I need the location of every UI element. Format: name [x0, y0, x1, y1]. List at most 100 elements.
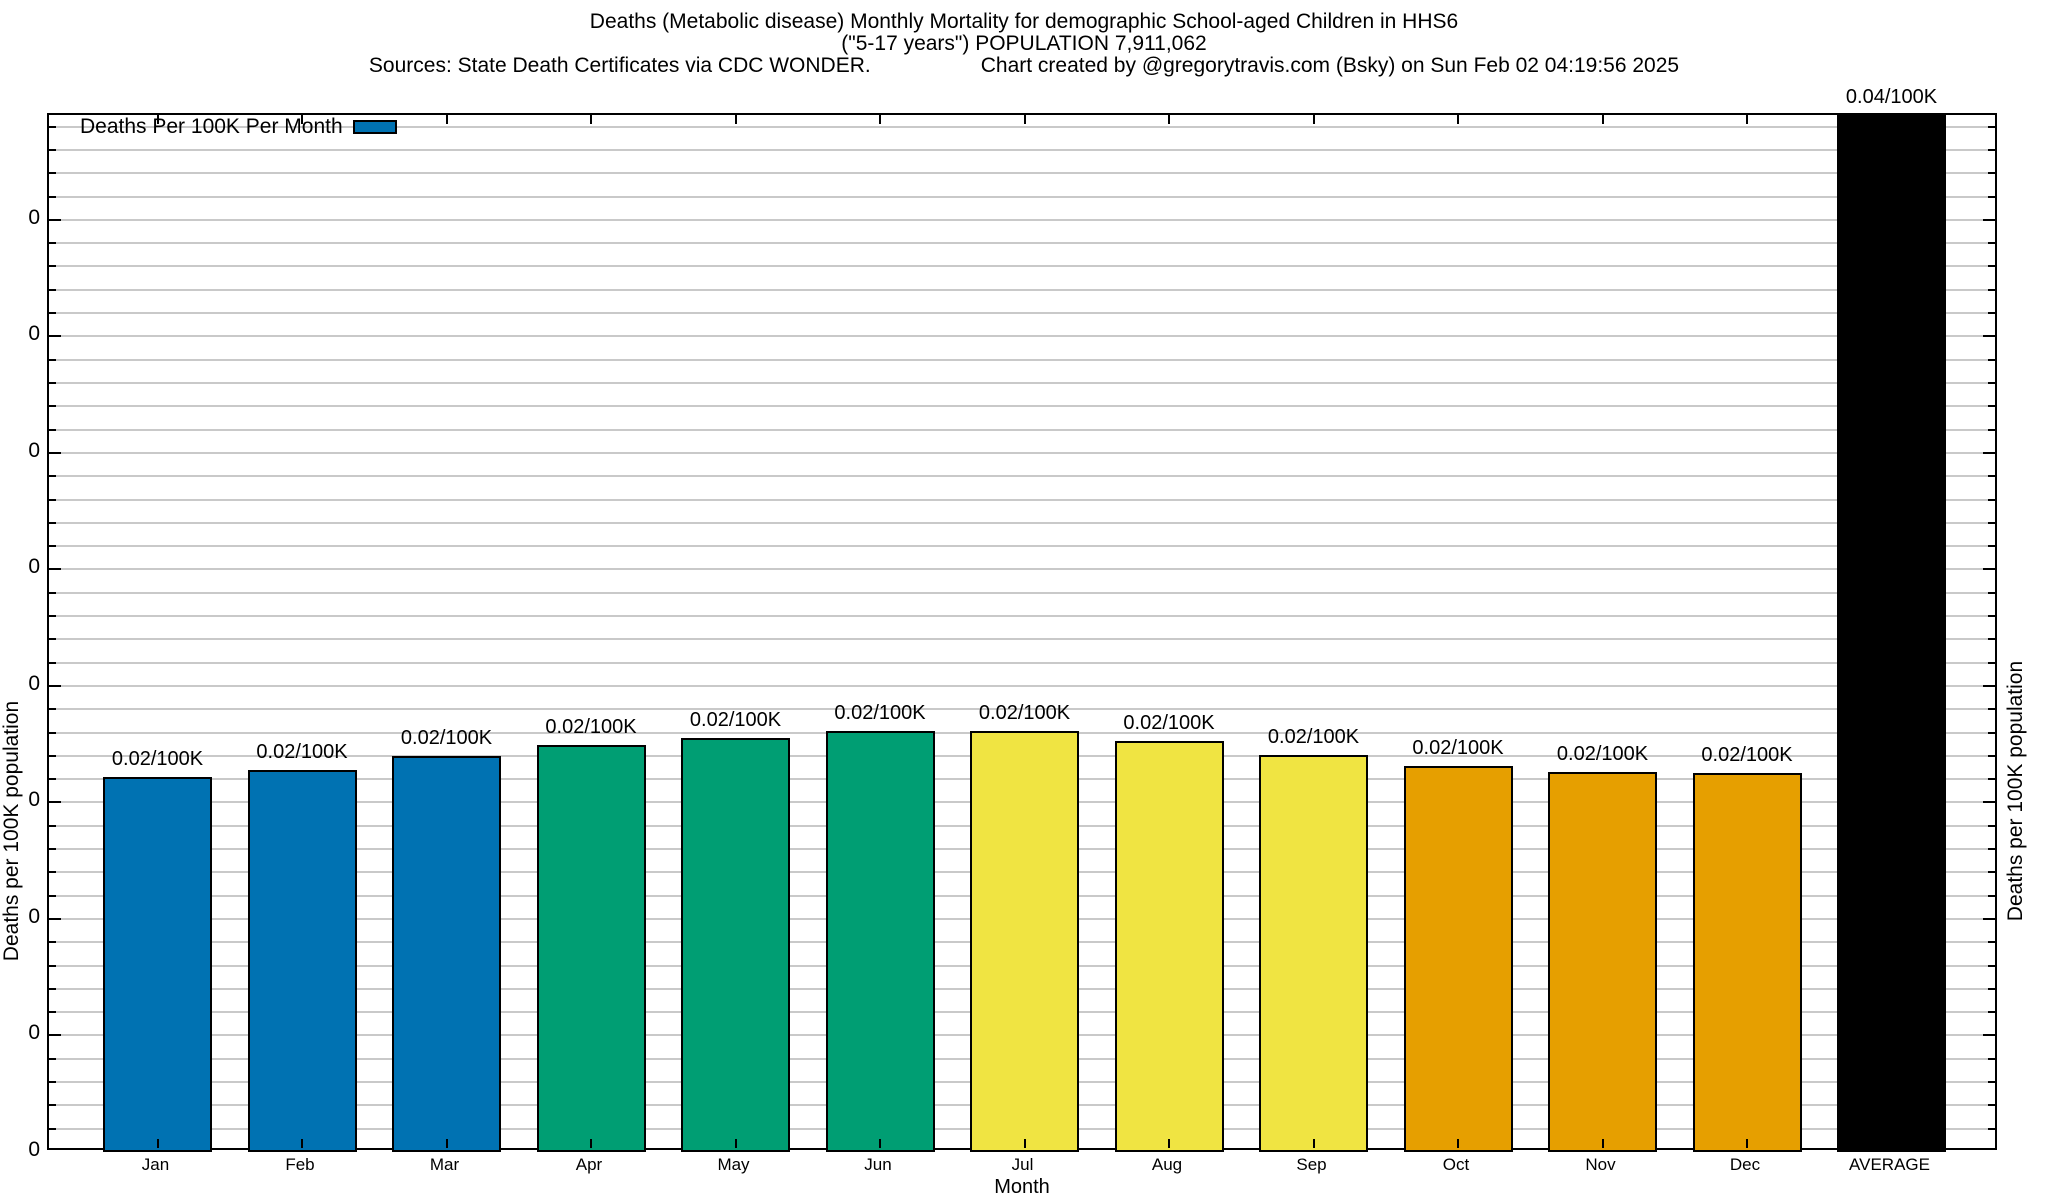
y-minor-tick-right [1988, 545, 1995, 548]
bar-value-label: 0.02/100K [1556, 743, 1649, 766]
y-tick-label: 0 [28, 1138, 40, 1161]
y-major-tick-left [49, 684, 61, 687]
x-tick-label-jan: Jan [141, 1155, 170, 1174]
chart-sources-note: Sources: State Death Certificates via CD… [368, 54, 871, 77]
y-gridline [49, 475, 1995, 478]
y-minor-tick-left [49, 848, 56, 851]
x-tick-label-feb: Feb [285, 1155, 315, 1174]
y-minor-tick-left [49, 148, 56, 151]
x-tick-label-sep: Sep [1296, 1155, 1327, 1174]
x-tick-bottom [1023, 1139, 1026, 1148]
chart-title-line2: ("5-17 years") POPULATION 7,911,062 [841, 32, 1207, 55]
y-minor-tick-left [49, 964, 56, 967]
bar-value-label: 0.02/100K [256, 741, 348, 764]
plot-area: 0.02/100K 0.02/100K 0.02/100K 0.02/100K 0.02… [47, 86, 1997, 1152]
y-tick-label: 0 [28, 671, 40, 695]
y-minor-tick-right [1988, 754, 1995, 757]
y-minor-tick-right [1988, 638, 1995, 641]
y-minor-tick-left [49, 405, 56, 408]
y-minor-tick-right [1988, 708, 1995, 711]
y-tick-label: 0 [28, 438, 40, 462]
y-minor-tick-right [1988, 731, 1995, 734]
x-tick-bottom [1457, 1139, 1459, 1148]
bar-value-label: 0.02/100K [545, 716, 637, 739]
y-tick-label: 0 [28, 1021, 40, 1045]
x-tick-top [879, 115, 881, 124]
y-gridline [49, 148, 1995, 151]
bar-oct [1403, 766, 1513, 1152]
bar-may [681, 738, 790, 1152]
y-gridline [49, 358, 1995, 361]
bar-value-label: 0.02/100K [834, 701, 926, 724]
bar-value-label: 0.02/100K [1701, 744, 1793, 767]
y-minor-tick-left [49, 731, 56, 734]
x-tick-top [301, 115, 303, 124]
y-minor-tick-right [1988, 148, 1995, 151]
y-gridline [49, 661, 1995, 664]
x-tick-top [1457, 115, 1459, 124]
y-minor-tick-left [49, 1104, 56, 1107]
y-minor-tick-right [1988, 894, 1995, 897]
x-tick-label-aug: Aug [1151, 1155, 1183, 1174]
y-minor-tick-right [1988, 381, 1995, 384]
y-minor-tick-right [1988, 1057, 1995, 1060]
legend-swatch [352, 120, 397, 134]
chart-title-line3: Sources: State Death Certificates via CD… [0, 55, 2048, 77]
x-tick-bottom [590, 1139, 592, 1148]
x-tick-label-dec: Dec [1729, 1155, 1761, 1174]
y-gridline [49, 288, 1995, 291]
x-tick-top [1746, 115, 1748, 124]
y-gridline [49, 265, 1995, 268]
y-gridline [49, 405, 1995, 408]
y-major-tick-right [1983, 218, 1995, 221]
y-minor-tick-right [1988, 358, 1995, 361]
y-minor-tick-left [49, 521, 56, 524]
bar-value-label: 0.02/100K [689, 709, 782, 732]
y-minor-tick-right [1988, 498, 1995, 501]
x-tick-bottom [1601, 1139, 1604, 1148]
y-tick-label: 0 [28, 322, 40, 346]
y-minor-tick-right [1988, 195, 1995, 198]
y-tick-label: 0 [28, 788, 40, 812]
y-tick-label: 0 [28, 904, 40, 928]
y-gridline [49, 451, 1995, 454]
y-gridline [49, 428, 1995, 431]
y-gridline [49, 172, 1995, 175]
y-minor-tick-left [49, 894, 56, 897]
x-tick-top [1168, 115, 1170, 124]
bar-nov [1548, 772, 1657, 1152]
y-tick-label: 0 [28, 555, 40, 579]
y-minor-tick-left [49, 591, 56, 594]
y-major-tick-right [1983, 917, 1995, 920]
y-minor-tick-left [49, 288, 56, 291]
x-tick-top [1023, 115, 1026, 124]
y-minor-tick-left [49, 125, 56, 128]
x-tick-bottom [301, 1139, 303, 1148]
y-gridline [49, 125, 1995, 128]
y-minor-tick-left [49, 871, 56, 874]
bar-dec [1692, 773, 1802, 1152]
bar-average [1837, 115, 1946, 1152]
y-axis-label-left: Deaths per 100K population [0, 700, 23, 962]
x-tick-label-mar: Mar [429, 1155, 460, 1174]
y-minor-tick-right [1988, 428, 1995, 431]
bar-jul [970, 730, 1079, 1152]
x-tick-top [1601, 115, 1604, 124]
y-minor-tick-left [49, 242, 56, 245]
y-minor-tick-left [49, 358, 56, 361]
y-minor-tick-right [1988, 1081, 1995, 1084]
x-tick-top [445, 115, 448, 124]
y-minor-tick-left [49, 754, 56, 757]
y-gridline [49, 545, 1995, 548]
y-minor-tick-right [1988, 964, 1995, 967]
y-gridline [49, 381, 1995, 384]
x-tick-top [1312, 115, 1315, 124]
y-gridline [49, 242, 1995, 245]
x-tick-top [590, 115, 592, 124]
y-major-tick-right [1983, 801, 1995, 804]
bar-value-label: 0.02/100K [400, 726, 493, 749]
y-minor-tick-right [1988, 591, 1995, 594]
y-major-tick-right [1983, 451, 1995, 454]
y-gridline [49, 195, 1995, 198]
y-minor-tick-left [49, 778, 56, 781]
